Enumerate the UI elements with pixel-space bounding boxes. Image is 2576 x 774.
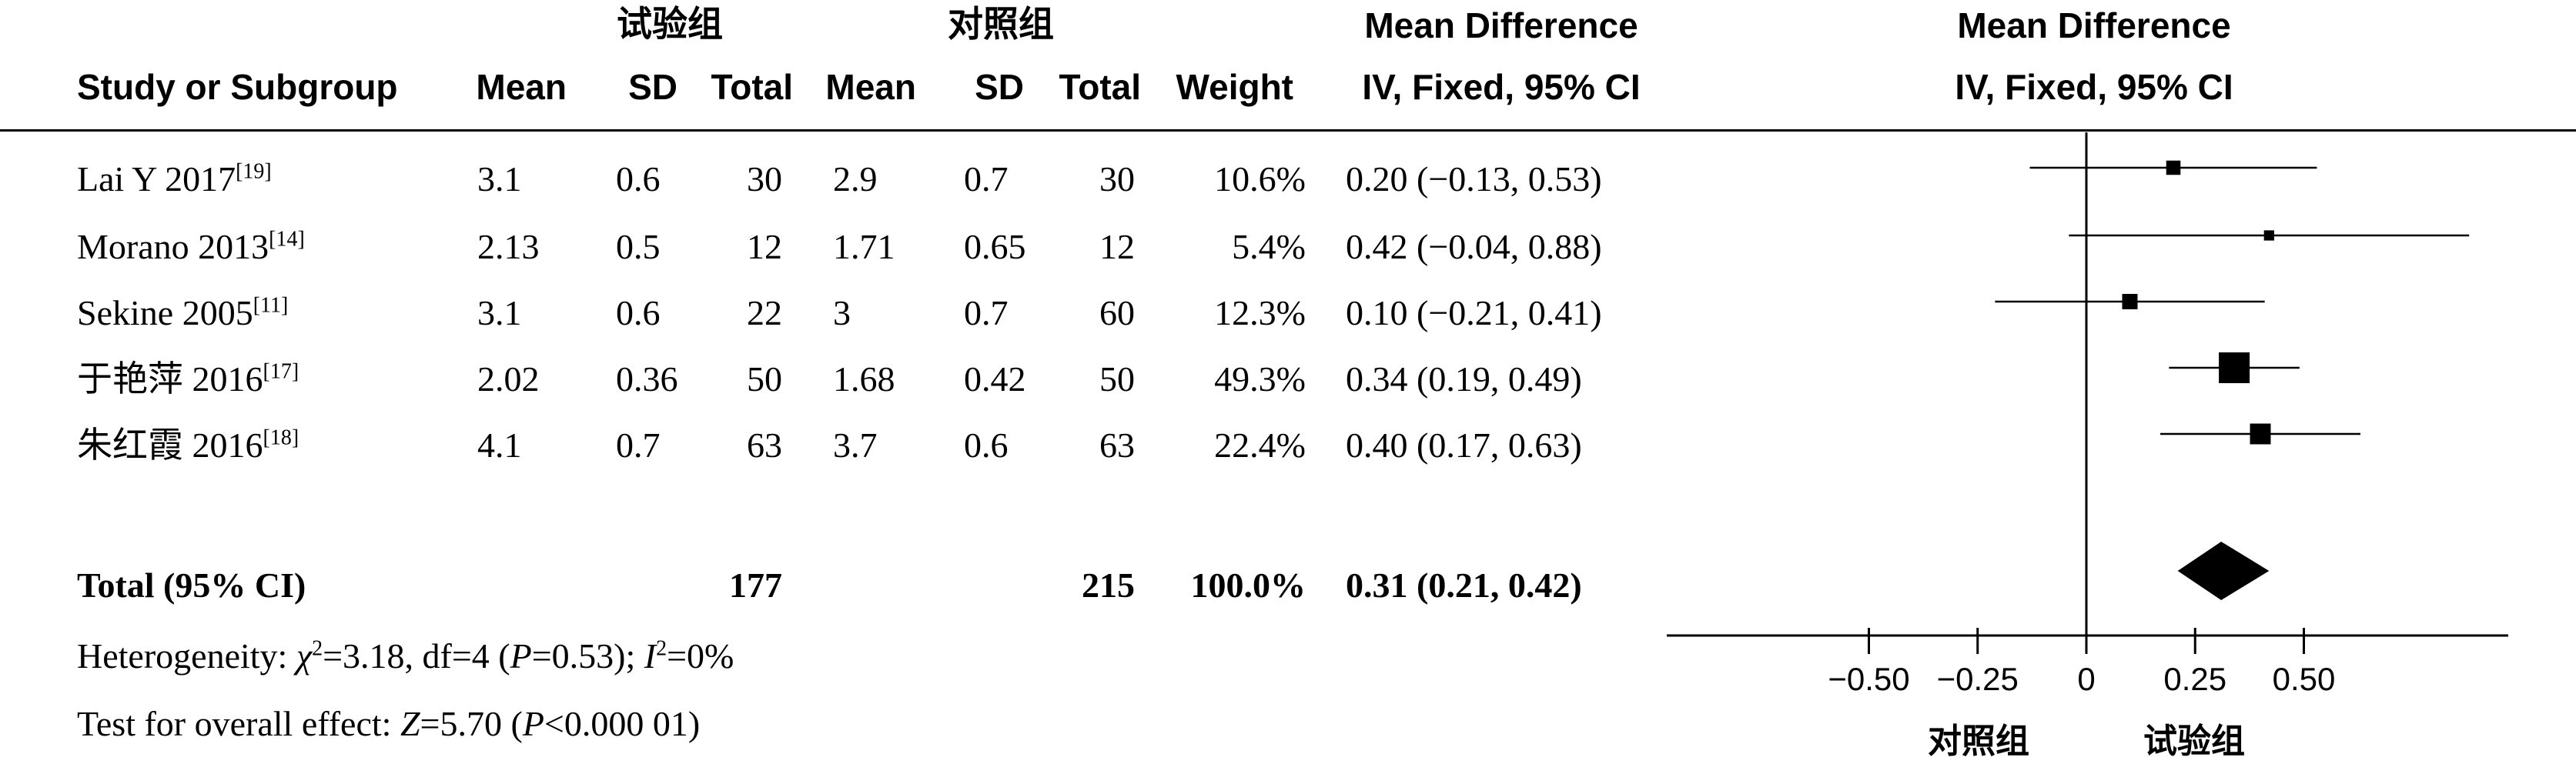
study-total-c: 50 <box>1099 359 1135 399</box>
col-header-weight: Weight <box>1176 67 1293 107</box>
study-total-e: 63 <box>747 425 782 465</box>
col-header-mean-experimental: Mean <box>476 67 567 107</box>
study-sd-e: 0.6 <box>616 293 661 332</box>
study-point-estimate <box>2263 230 2274 241</box>
header-rule <box>0 129 2576 132</box>
study-mean-c: 1.71 <box>833 227 895 266</box>
study-ci-text: 0.42 (−0.04, 0.88) <box>1346 227 1602 266</box>
col-header-sd-experimental: SD <box>628 67 677 107</box>
study-mean-e: 3.1 <box>477 293 522 332</box>
study-total-c: 30 <box>1099 159 1135 199</box>
study-point-estimate <box>2250 423 2271 445</box>
group-header-control: 对照组 <box>948 3 1054 45</box>
study-total-e: 50 <box>747 359 782 399</box>
study-sd-c: 0.42 <box>964 359 1026 399</box>
study-sd-e: 0.7 <box>616 425 661 465</box>
x-tick-label: 0.50 <box>2272 661 2336 697</box>
col-header-mean-control: Mean <box>825 67 916 107</box>
pooled-diamond <box>2177 542 2270 600</box>
total-ci: 0.31 (0.21, 0.42) <box>1346 565 1582 605</box>
study-total-e: 12 <box>747 227 782 266</box>
x-tick-label: −0.25 <box>1936 661 2019 697</box>
study-sd-c: 0.7 <box>964 293 1009 332</box>
study-mean-c: 3.7 <box>833 425 878 465</box>
col-header-total-experimental: Total <box>711 67 793 107</box>
total-label: Total (95% CI) <box>77 565 306 605</box>
favours-left-label: 对照组 <box>1928 722 2029 761</box>
study-point-estimate <box>2219 352 2250 383</box>
study-mean-e: 4.1 <box>477 425 522 465</box>
study-name: Morano 2013[14] <box>77 227 305 266</box>
study-ci-text: 0.20 (−0.13, 0.53) <box>1346 159 1602 199</box>
study-weight: 49.3% <box>1214 359 1306 399</box>
study-mean-c: 2.9 <box>833 159 878 199</box>
total-experimental: 177 <box>729 565 782 605</box>
x-tick-label: 0.25 <box>2163 661 2227 697</box>
study-name: Lai Y 2017[19] <box>77 159 272 199</box>
study-total-c: 12 <box>1099 227 1135 266</box>
study-weight: 5.4% <box>1232 227 1306 266</box>
study-name: Sekine 2005[11] <box>77 293 289 332</box>
table-md-subtitle: IV, Fixed, 95% CI <box>1362 67 1641 107</box>
study-weight: 12.3% <box>1214 293 1306 332</box>
study-weight: 22.4% <box>1214 425 1306 465</box>
study-total-e: 30 <box>747 159 782 199</box>
col-header-total-control: Total <box>1059 67 1141 107</box>
favours-right-label: 试验组 <box>2143 722 2245 761</box>
plot-marks <box>1995 160 2470 600</box>
study-name: 于艳萍 2016[17] <box>77 359 299 399</box>
study-sd-e: 0.5 <box>616 227 661 266</box>
study-point-estimate <box>2166 160 2181 175</box>
study-total-c: 63 <box>1099 425 1135 465</box>
study-mean-c: 1.68 <box>833 359 895 399</box>
study-total-c: 60 <box>1099 293 1135 332</box>
study-sd-c: 0.6 <box>964 425 1009 465</box>
study-sd-e: 0.36 <box>616 359 678 399</box>
plot-axes <box>1667 132 2508 654</box>
total-weight: 100.0% <box>1190 565 1306 605</box>
study-mean-e: 2.02 <box>477 359 540 399</box>
plot-md-subtitle: IV, Fixed, 95% CI <box>1955 67 2233 107</box>
overall-effect-text: Test for overall effect: Z=5.70 (P<0.000… <box>77 704 701 743</box>
study-sd-c: 0.65 <box>964 227 1026 266</box>
total-control: 215 <box>1082 565 1135 605</box>
study-sd-c: 0.7 <box>964 159 1009 199</box>
study-mean-c: 3 <box>833 293 851 332</box>
study-ci-text: 0.40 (0.17, 0.63) <box>1346 425 1582 465</box>
col-header-sd-control: SD <box>975 67 1024 107</box>
x-tick-label: −0.50 <box>1828 661 1910 697</box>
study-total-e: 22 <box>747 293 782 332</box>
study-point-estimate <box>2122 294 2138 309</box>
study-name: 朱红霞 2016[18] <box>77 425 299 465</box>
study-weight: 10.6% <box>1214 159 1306 199</box>
plot-md-title: Mean Difference <box>1957 5 2231 45</box>
study-mean-e: 2.13 <box>477 227 540 266</box>
study-ci-text: 0.10 (−0.21, 0.41) <box>1346 293 1602 332</box>
study-sd-e: 0.6 <box>616 159 661 199</box>
study-mean-e: 3.1 <box>477 159 522 199</box>
col-header-study: Study or Subgroup <box>77 67 398 107</box>
study-ci-text: 0.34 (0.19, 0.49) <box>1346 359 1582 399</box>
heterogeneity-text: Heterogeneity: χ2=3.18, df=4 (P=0.53); I… <box>77 636 734 676</box>
x-tick-label: 0 <box>2077 661 2096 697</box>
group-header-experimental: 试验组 <box>617 3 723 45</box>
table-md-title: Mean Difference <box>1364 5 1638 45</box>
